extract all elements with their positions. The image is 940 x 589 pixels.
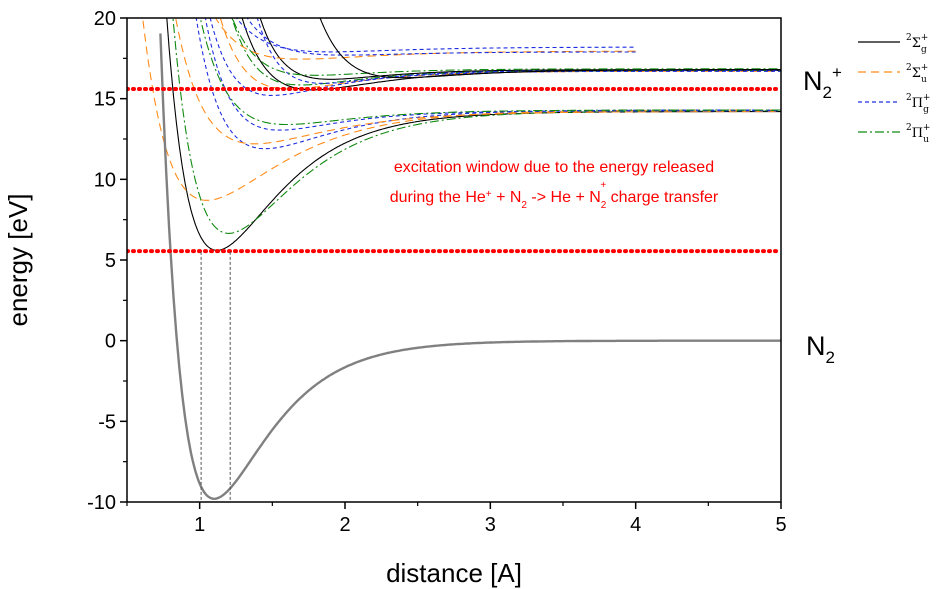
legend-label: 2Σg+ <box>906 33 928 55</box>
series-line-13 <box>256 18 781 84</box>
x-tick-label: 5 <box>775 514 786 536</box>
x-tick-label: 2 <box>339 514 350 536</box>
legend-label: 2Πu+ <box>906 123 930 145</box>
y-tick-label: -10 <box>87 492 116 514</box>
y-tick-label: 10 <box>94 169 116 191</box>
series-line-6 <box>204 18 781 131</box>
series-line-16 <box>231 18 781 76</box>
legend-item-2: 2Σu+ <box>858 63 928 85</box>
y-tick-label: 15 <box>94 89 116 111</box>
y-tick-label: 0 <box>105 331 116 353</box>
annotation-text: excitation window due to the energy rele… <box>390 159 719 211</box>
x-tick-label: 3 <box>485 514 496 536</box>
axes: 1 2 3 4 5 -10 -5 0 5 10 15 20 <box>87 8 786 536</box>
series-line-15 <box>235 18 636 53</box>
series-line-1 <box>166 18 781 251</box>
series-line-5 <box>175 18 781 145</box>
legend-label: 2Σu+ <box>906 63 928 85</box>
series-line-17 <box>246 18 636 56</box>
annotation-line-2: during the He+ + N2 -> He + N2+ charge t… <box>390 180 719 211</box>
ion-label: N2+ <box>803 63 842 102</box>
series-line-12 <box>259 18 781 80</box>
series-line-14 <box>214 18 636 60</box>
neutral-label: N2 <box>806 331 835 367</box>
x-axis-label: distance [A] <box>386 558 522 588</box>
series-line-11 <box>231 18 781 86</box>
legend-item-1: 2Σg+ <box>858 33 928 55</box>
y-tick-label: 20 <box>94 8 116 30</box>
series-line-18 <box>319 18 781 79</box>
y-tick-label: -5 <box>98 411 116 433</box>
x-tick-label: 1 <box>194 514 205 536</box>
ground-state-line <box>159 33 781 501</box>
x-tick-label: 4 <box>630 514 641 536</box>
y-axis-label: energy [eV] <box>3 194 33 327</box>
y-tick-label: 5 <box>105 250 116 272</box>
legend-item-4: 2Πu+ <box>858 123 930 145</box>
annotation-line-1: excitation window due to the energy rele… <box>394 159 714 176</box>
legend: 2Σg+ 2Σu+ 2Πg+ 2Πu+ <box>858 33 930 145</box>
legend-label: 2Πg+ <box>906 93 930 115</box>
plot-area <box>127 18 781 502</box>
series-line-7 <box>199 18 781 126</box>
legend-item-3: 2Πg+ <box>858 93 930 115</box>
series-line-4 <box>195 18 781 150</box>
